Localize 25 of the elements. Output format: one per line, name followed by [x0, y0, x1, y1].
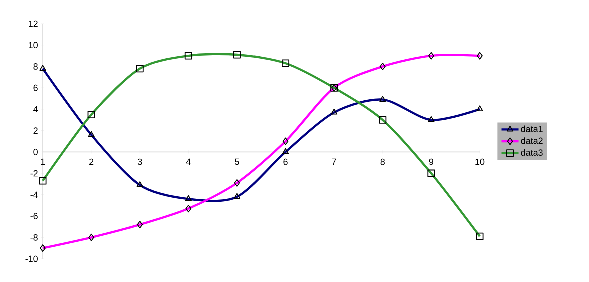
x-tick-label: 5	[235, 158, 240, 166]
y-tick-label: 4	[34, 106, 38, 113]
y-tick-label: -8	[30, 234, 38, 241]
legend-label: data2	[521, 138, 543, 144]
legend-label: data3	[521, 149, 543, 156]
y-tick-label: 10	[29, 42, 38, 49]
legend-label: data1	[521, 126, 543, 132]
y-tick-label: 0	[34, 149, 38, 156]
x-tick-label: 8	[380, 158, 385, 166]
y-tick-label: -2	[30, 170, 38, 177]
y-tick-label: -4	[30, 192, 38, 198]
x-tick-label: 10	[476, 158, 485, 166]
y-tick-label: 12	[29, 20, 38, 28]
x-tick-label: 1	[41, 158, 46, 166]
x-tick-label: 4	[186, 158, 191, 166]
x-tick-label: 7	[332, 158, 336, 166]
y-tick-label: 6	[34, 84, 38, 92]
y-tick-label: 8	[34, 64, 38, 70]
x-tick-label: 3	[138, 158, 142, 166]
x-tick-label: 2	[90, 158, 94, 166]
y-tick-label: 2	[34, 128, 38, 134]
x-tick-label: 9	[429, 158, 434, 166]
y-tick-label: -6	[30, 213, 38, 220]
y-tick-label: -10	[26, 256, 38, 262]
x-tick-label: 6	[284, 158, 288, 166]
